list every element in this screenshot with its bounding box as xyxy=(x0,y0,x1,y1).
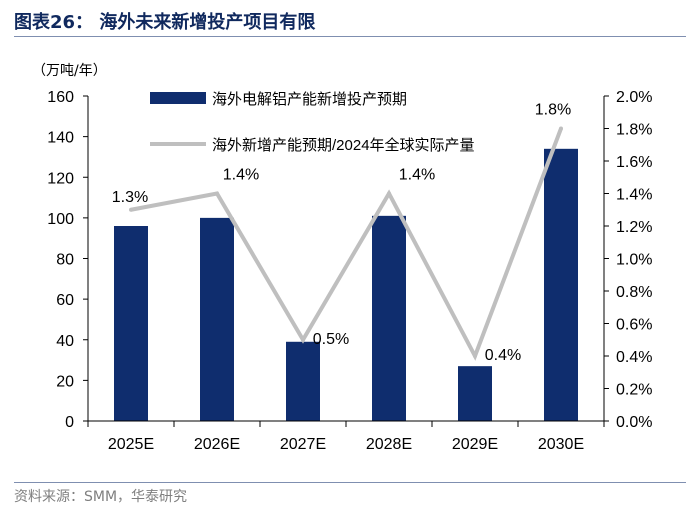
y-tick-label-left: 0 xyxy=(65,414,74,431)
data-label: 0.4% xyxy=(485,347,521,364)
y-tick-label-left: 60 xyxy=(56,292,74,309)
bar-2025E xyxy=(114,226,148,421)
bar-2026E xyxy=(200,217,234,421)
line-series-ratio xyxy=(130,127,563,361)
y-tick-label-right: 0.8% xyxy=(616,284,652,301)
y-axis-unit-label: （万吨/年） xyxy=(32,63,107,79)
y-tick-label-right: 1.2% xyxy=(616,219,652,236)
y-tick-label-left: 80 xyxy=(56,252,74,269)
legend-label-line: 海外新增产能预期/2024年全球实际产量 xyxy=(212,136,475,154)
line-point-2025E xyxy=(129,207,133,212)
y-tick-label-right: 1.6% xyxy=(616,154,652,171)
legend-swatch-bar xyxy=(150,92,206,104)
data-label: 1.4% xyxy=(399,167,435,184)
bar-2028E xyxy=(372,215,406,421)
x-tick-label: 2029E xyxy=(452,436,498,453)
y-tick-label-right: 0.4% xyxy=(616,349,652,366)
footer-rule xyxy=(14,482,686,483)
line-point-2029E xyxy=(473,354,477,358)
y-tick-label-left: 40 xyxy=(56,333,74,350)
data-label: 1.3% xyxy=(112,189,148,206)
header-rule xyxy=(14,36,686,37)
bar-2029E xyxy=(458,366,492,421)
data-label: 1.4% xyxy=(223,167,259,184)
y-tick-label-right: 0.2% xyxy=(616,382,652,399)
y-tick-label-left: 100 xyxy=(47,211,74,228)
x-tick-label: 2025E xyxy=(108,436,154,453)
y-tick-label-right: 0.6% xyxy=(616,317,652,334)
y-tick-label-left: 20 xyxy=(56,373,74,390)
line-point-2028E xyxy=(387,191,391,196)
y-tick-label-left: 120 xyxy=(47,170,74,187)
x-tick-label: 2027E xyxy=(280,436,326,453)
y-tick-label-right: 1.4% xyxy=(616,187,652,204)
y-tick-label-right: 1.0% xyxy=(616,252,652,269)
source-note: 资料来源：SMM，华泰研究 xyxy=(14,489,188,505)
figure-title: 图表26： 海外未来新增投产项目有限 xyxy=(14,12,316,33)
y-tick-label-right: 1.8% xyxy=(616,122,652,139)
line-point-2030E xyxy=(559,126,563,131)
y-tick-label-right: 0.0% xyxy=(616,414,652,431)
legend-label-bar: 海外电解铝产能新增投产预期 xyxy=(212,91,407,108)
line-point-2026E xyxy=(215,191,219,196)
bar-2030E xyxy=(544,148,578,421)
data-label: 1.8% xyxy=(535,102,571,119)
y-tick-label-right: 2.0% xyxy=(616,89,652,106)
figure-header: 图表26： 海外未来新增投产项目有限 xyxy=(14,6,686,36)
bar-2027E xyxy=(286,341,320,421)
x-tick-label: 2026E xyxy=(194,436,240,453)
line-point-2027E xyxy=(301,337,305,342)
y-tick-label-left: 140 xyxy=(47,130,74,147)
x-tick-label: 2028E xyxy=(366,436,412,453)
data-label: 0.5% xyxy=(313,331,349,348)
x-tick-label: 2030E xyxy=(538,436,584,453)
y-tick-label-left: 160 xyxy=(47,89,74,106)
